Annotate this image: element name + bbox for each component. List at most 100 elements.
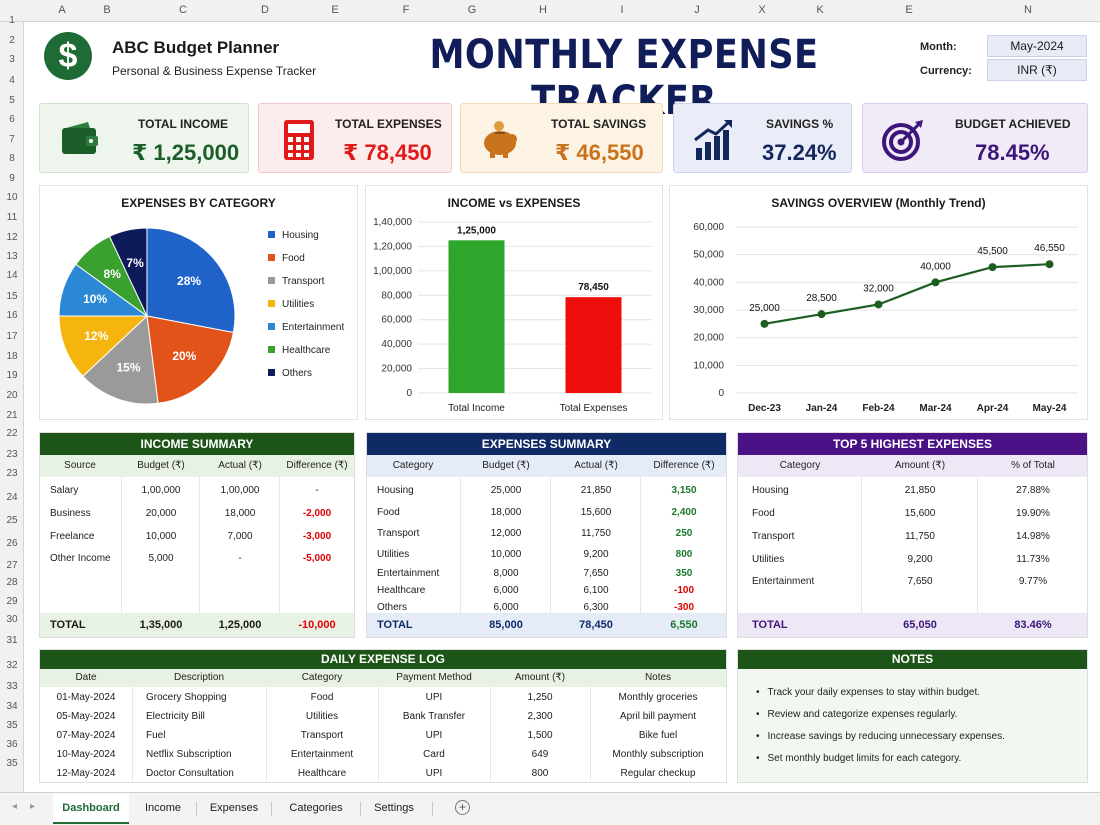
row-number[interactable]: 11 [6,212,18,223]
table-cell: Transport [300,730,344,741]
column-separator [550,477,551,613]
tab-settings[interactable]: Settings [374,802,414,814]
row-number[interactable]: 22 [6,428,18,439]
column-letter[interactable]: A [58,4,66,16]
row-number[interactable]: 35 [6,758,18,769]
pie-slice-label: 12% [84,329,108,343]
pie-chart-svg: 28% 20% 15% 12% 10% 8% 7% [58,227,236,405]
bar[interactable] [565,297,622,393]
row-number[interactable]: 18 [6,351,18,362]
row-number[interactable]: 30 [6,614,18,625]
column-letter[interactable]: G [467,4,477,16]
column-letter[interactable]: J [694,4,700,16]
legend-item: Healthcare [268,345,330,356]
column-letter[interactable]: F [402,4,410,16]
row-number[interactable]: 4 [9,75,15,86]
row-number[interactable]: 26 [6,538,18,549]
column-letter[interactable]: E [905,4,913,16]
data-point[interactable] [874,300,883,309]
currency-label: Currency: [920,65,972,77]
row-number[interactable]: 28 [6,577,18,588]
pie-slice[interactable] [108,227,148,317]
column-separator [378,687,379,783]
data-point[interactable] [760,319,769,328]
table-cell: 10-May-2024 [56,749,116,760]
row-number[interactable]: 14 [6,270,18,281]
row-number[interactable]: 2 [9,35,15,46]
row-number[interactable]: 36 [6,739,18,750]
row-number[interactable]: 35 [6,720,18,731]
total-cell: 65,050 [903,619,937,631]
column-letter[interactable]: K [816,4,824,16]
row-number[interactable]: 1 [9,15,15,26]
row-number[interactable]: 23 [6,468,18,479]
row-number[interactable]: 6 [9,114,15,125]
row-number[interactable]: 29 [6,596,18,607]
data-point[interactable] [988,263,997,272]
scroll-right-icon[interactable]: ▸ [30,801,36,812]
row-number[interactable]: 8 [9,153,15,164]
row-number[interactable]: 27 [6,560,18,571]
brand-title: ABC Budget Planner [112,38,280,57]
plus-circle-icon[interactable]: + [455,800,470,815]
pie-slice[interactable] [146,315,235,404]
total-cell: TOTAL [50,619,86,631]
pie-slice-label: 15% [117,360,141,374]
row-number[interactable]: 5 [9,95,15,106]
legend-swatch [268,277,275,284]
total-cell: TOTAL [377,619,413,631]
tab-dashboard[interactable]: Dashboard [53,793,129,824]
data-point[interactable] [931,278,940,287]
table-cell: Food [752,508,775,519]
pie-slice[interactable] [82,314,159,405]
tab-income[interactable]: Income [144,802,182,814]
table-cell: 18,000 [224,508,256,519]
table-cell: Grocery Shopping [146,692,227,703]
column-letter[interactable]: B [103,4,111,16]
column-letter[interactable]: E [331,4,339,16]
data-point[interactable] [817,310,826,319]
y-tick-label: 0 [406,388,412,399]
tab-separator [360,802,361,816]
row-number[interactable]: 16 [6,310,18,321]
pie-slice[interactable] [58,315,149,377]
column-letter[interactable]: X [758,4,766,16]
column-letter[interactable]: C [179,4,187,16]
table-cell: 11,750 [905,531,935,542]
row-number[interactable]: 17 [6,331,18,342]
row-number[interactable]: 34 [6,701,18,712]
column-letter[interactable]: H [539,4,547,16]
table-cell: 7,000 [227,531,253,542]
row-number[interactable]: 19 [6,370,18,381]
expenses-by-category-chart: EXPENSES BY CATEGORY 28% 20% 15% 12% 10% 8% 7%… [39,185,358,420]
tab-expenses[interactable]: Expenses [209,802,259,814]
row-number[interactable]: 7 [9,134,15,145]
row-number[interactable]: 25 [6,515,18,526]
tab-categories[interactable]: Categories [289,802,343,814]
row-number[interactable]: 9 [9,173,15,184]
row-number[interactable]: 20 [6,390,18,401]
row-number[interactable]: 33 [6,681,18,692]
row-number[interactable]: 12 [6,232,18,243]
bar[interactable] [448,240,505,393]
row-number[interactable]: 24 [6,492,18,503]
column-letter[interactable]: D [261,4,269,16]
row-number[interactable]: 32 [6,660,18,671]
row-number[interactable]: 31 [6,635,18,646]
row-number[interactable]: 15 [6,291,18,302]
row-number[interactable]: 21 [6,410,18,421]
column-letter[interactable]: I [620,4,624,16]
total-cell: 83.46% [1014,619,1052,631]
column-letter[interactable]: N [1024,4,1032,16]
row-number[interactable]: 3 [9,54,15,65]
row-number[interactable]: 10 [6,192,18,203]
scroll-left-icon[interactable]: ◂ [12,801,18,812]
row-number[interactable]: 23 [6,449,18,460]
row-number[interactable]: 13 [6,251,18,262]
data-point[interactable] [1045,260,1054,269]
month-value-cell[interactable]: May-2024 [987,35,1087,57]
y-tick-label: 40,000 [381,339,412,350]
currency-value-cell[interactable]: INR (₹) [987,59,1087,81]
pie-slice[interactable] [146,227,236,334]
kpi-value: ₹ 46,550 [555,140,644,165]
